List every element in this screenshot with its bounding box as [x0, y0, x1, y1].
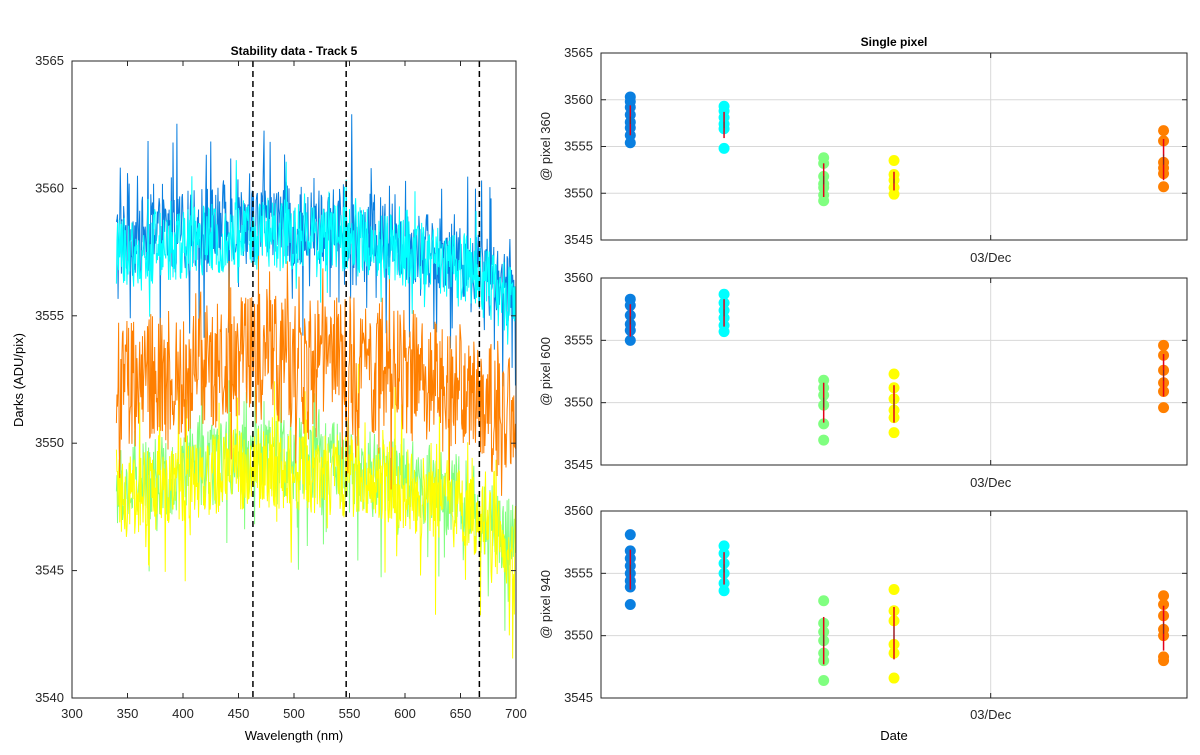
x-tick-label: 400 [172, 706, 194, 721]
plot-area: 300 350 400 450 500 550 600 650 700 3540 3545 3550 3… [35, 53, 527, 721]
chart-title: Stability data - Track 5 [231, 44, 358, 58]
panel-1: 3545 3550 3555 3560 3565 03/Dec @ pixel 360 [538, 45, 1188, 265]
point-group-3 [888, 368, 900, 439]
single-pixel-chart: Single pixel Date 3545 3550 3555 3560 3565 03… [538, 35, 1188, 743]
point-group-0 [624, 529, 636, 610]
data-point [718, 142, 730, 154]
x-tick-label: 500 [283, 706, 305, 721]
y-tick-label: 3555 [564, 139, 593, 154]
point-group-4 [1158, 125, 1170, 193]
panel-frame [600, 277, 1188, 466]
stability-chart: Stability data - Track 5 Wavelength (nm)… [11, 44, 527, 743]
data-point [818, 675, 830, 687]
data-point [888, 427, 900, 439]
point-group-1 [718, 100, 730, 154]
point-group-2 [818, 152, 830, 207]
series-group [115, 114, 516, 659]
data-point [888, 368, 900, 380]
y-tick-label: 3560 [564, 92, 593, 107]
data-point [818, 418, 830, 430]
point-group-3 [888, 155, 900, 200]
point-group-3 [888, 584, 900, 684]
y-tick-label: 3545 [564, 690, 593, 705]
y-axis-label: @ pixel 940 [538, 570, 553, 639]
y-axis-label: @ pixel 360 [538, 112, 553, 181]
x-tick-label: 350 [117, 706, 139, 721]
x-tick-label: 03/Dec [970, 250, 1012, 265]
y-tick-label: 3555 [564, 332, 593, 347]
point-group-4 [1158, 339, 1170, 414]
data-point [818, 434, 830, 446]
data-point [718, 585, 730, 597]
data-point [888, 584, 900, 596]
y-tick-label: 3540 [35, 690, 64, 705]
data-point [1158, 181, 1170, 193]
series-line-4 [115, 255, 516, 496]
y-tick-label: 3565 [35, 53, 64, 68]
point-group-1 [718, 540, 730, 597]
chart-title: Single pixel [861, 35, 928, 49]
x-axis-label: Wavelength (nm) [245, 728, 344, 743]
y-tick-label: 3565 [564, 45, 593, 60]
panel-3: 3545 3550 3555 3560 03/Dec @ pixel 940 [538, 503, 1188, 722]
y-tick-label: 3555 [564, 565, 593, 580]
data-point [1158, 125, 1170, 137]
data-point [1158, 590, 1170, 602]
x-tick-label: 450 [228, 706, 250, 721]
panel-frame [600, 510, 1188, 699]
point-group-0 [624, 293, 636, 346]
data-point [624, 137, 636, 149]
y-axis-label: @ pixel 600 [538, 337, 553, 406]
data-point [888, 155, 900, 167]
y-tick-label: 3545 [564, 232, 593, 247]
data-point [888, 188, 900, 200]
x-tick-label: 03/Dec [970, 475, 1012, 490]
x-tick-label: 03/Dec [970, 707, 1012, 722]
x-tick-label: 550 [339, 706, 361, 721]
x-tick-label: 300 [61, 706, 83, 721]
y-tick-label: 3550 [35, 435, 64, 450]
data-point [818, 195, 830, 207]
x-tick-label: 700 [505, 706, 527, 721]
point-group-2 [818, 374, 830, 446]
point-group-4 [1158, 590, 1170, 667]
point-group-1 [718, 288, 730, 338]
data-point [888, 672, 900, 684]
y-tick-label: 3560 [564, 503, 593, 518]
data-point [1158, 599, 1170, 610]
series-line-1 [115, 160, 516, 345]
point-group-2 [818, 595, 830, 687]
data-point [1158, 339, 1170, 351]
data-point [624, 599, 636, 610]
data-point [624, 334, 636, 346]
point-group-0 [624, 91, 636, 149]
y-tick-label: 3550 [564, 185, 593, 200]
y-tick-label: 3560 [564, 270, 593, 285]
data-point [624, 529, 636, 541]
y-tick-label: 3555 [35, 308, 64, 323]
x-tick-label: 600 [394, 706, 416, 721]
y-tick-label: 3545 [564, 457, 593, 472]
data-point [1158, 655, 1170, 667]
data-point [718, 326, 730, 338]
data-point [718, 288, 730, 300]
panel-2: 3545 3550 3555 3560 03/Dec @ pixel 600 [538, 270, 1188, 490]
y-tick-label: 3550 [564, 395, 593, 410]
x-tick-label: 650 [450, 706, 472, 721]
data-point [1158, 402, 1170, 414]
y-tick-label: 3545 [35, 563, 64, 578]
y-tick-label: 3550 [564, 628, 593, 643]
y-tick-label: 3560 [35, 180, 64, 195]
panel-background [601, 511, 1187, 698]
data-point [818, 595, 830, 607]
y-axis-label: Darks (ADU/pix) [11, 333, 26, 427]
series-line-3 [115, 363, 516, 659]
x-axis-label: Date [880, 728, 907, 743]
